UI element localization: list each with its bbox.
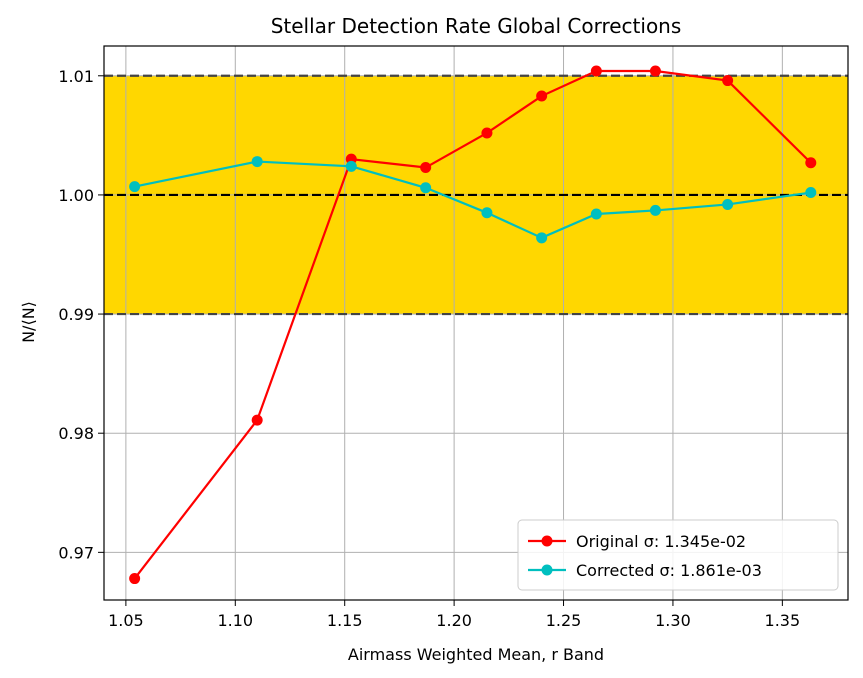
x-tick-label: 1.10 [217,611,253,630]
data-point [420,162,432,174]
legend-box [517,519,839,591]
x-tick-label: 1.20 [436,611,472,630]
x-tick-label: 1.15 [327,611,363,630]
data-point [420,182,432,194]
y-tick-label: 0.99 [58,305,94,324]
data-point [805,157,817,169]
data-point [345,160,357,172]
legend-label-0: Original σ: 1.345e-02 [576,532,746,551]
data-point [251,156,263,168]
legend-marker-1 [541,564,553,576]
y-axis-title: N/⟨N⟩ [19,301,38,343]
data-point [722,75,734,87]
data-point [536,90,548,102]
data-point [722,198,734,210]
data-point [129,573,141,585]
data-point [590,208,602,220]
data-point [251,414,263,426]
legend-label-1: Corrected σ: 1.861e-03 [576,561,762,580]
plot-area: 1.05 1.10 1.15 1.20 1.25 1.30 1.35 0.97 0.98 0.99… [58,45,849,630]
y-tick-label: 0.97 [58,543,94,562]
data-point [481,127,493,139]
x-tick-label: 1.25 [546,611,582,630]
data-point [805,187,817,199]
chart-title: Stellar Detection Rate Global Correction… [271,14,682,38]
legend-marker-0 [541,535,553,547]
y-tick-label: 1.01 [58,67,94,86]
data-point [481,207,493,219]
x-tick-label: 1.30 [655,611,691,630]
x-tick-label: 1.35 [765,611,801,630]
y-tick-label: 1.00 [58,186,94,205]
series-line-0 [133,69,812,580]
data-point [649,65,661,77]
data-point [649,204,661,216]
legend: Original σ: 1.345e-02 Corrected σ: 1.861e… [517,519,839,591]
series-line-1 [134,160,811,240]
y-tick-label: 0.98 [58,424,94,443]
x-tick-label: 1.05 [108,611,144,630]
data-point [590,65,602,77]
data-point [129,181,141,193]
axes-frame [103,45,849,601]
x-axis-title: Airmass Weighted Mean, r Band [348,645,604,664]
data-point [536,232,548,244]
